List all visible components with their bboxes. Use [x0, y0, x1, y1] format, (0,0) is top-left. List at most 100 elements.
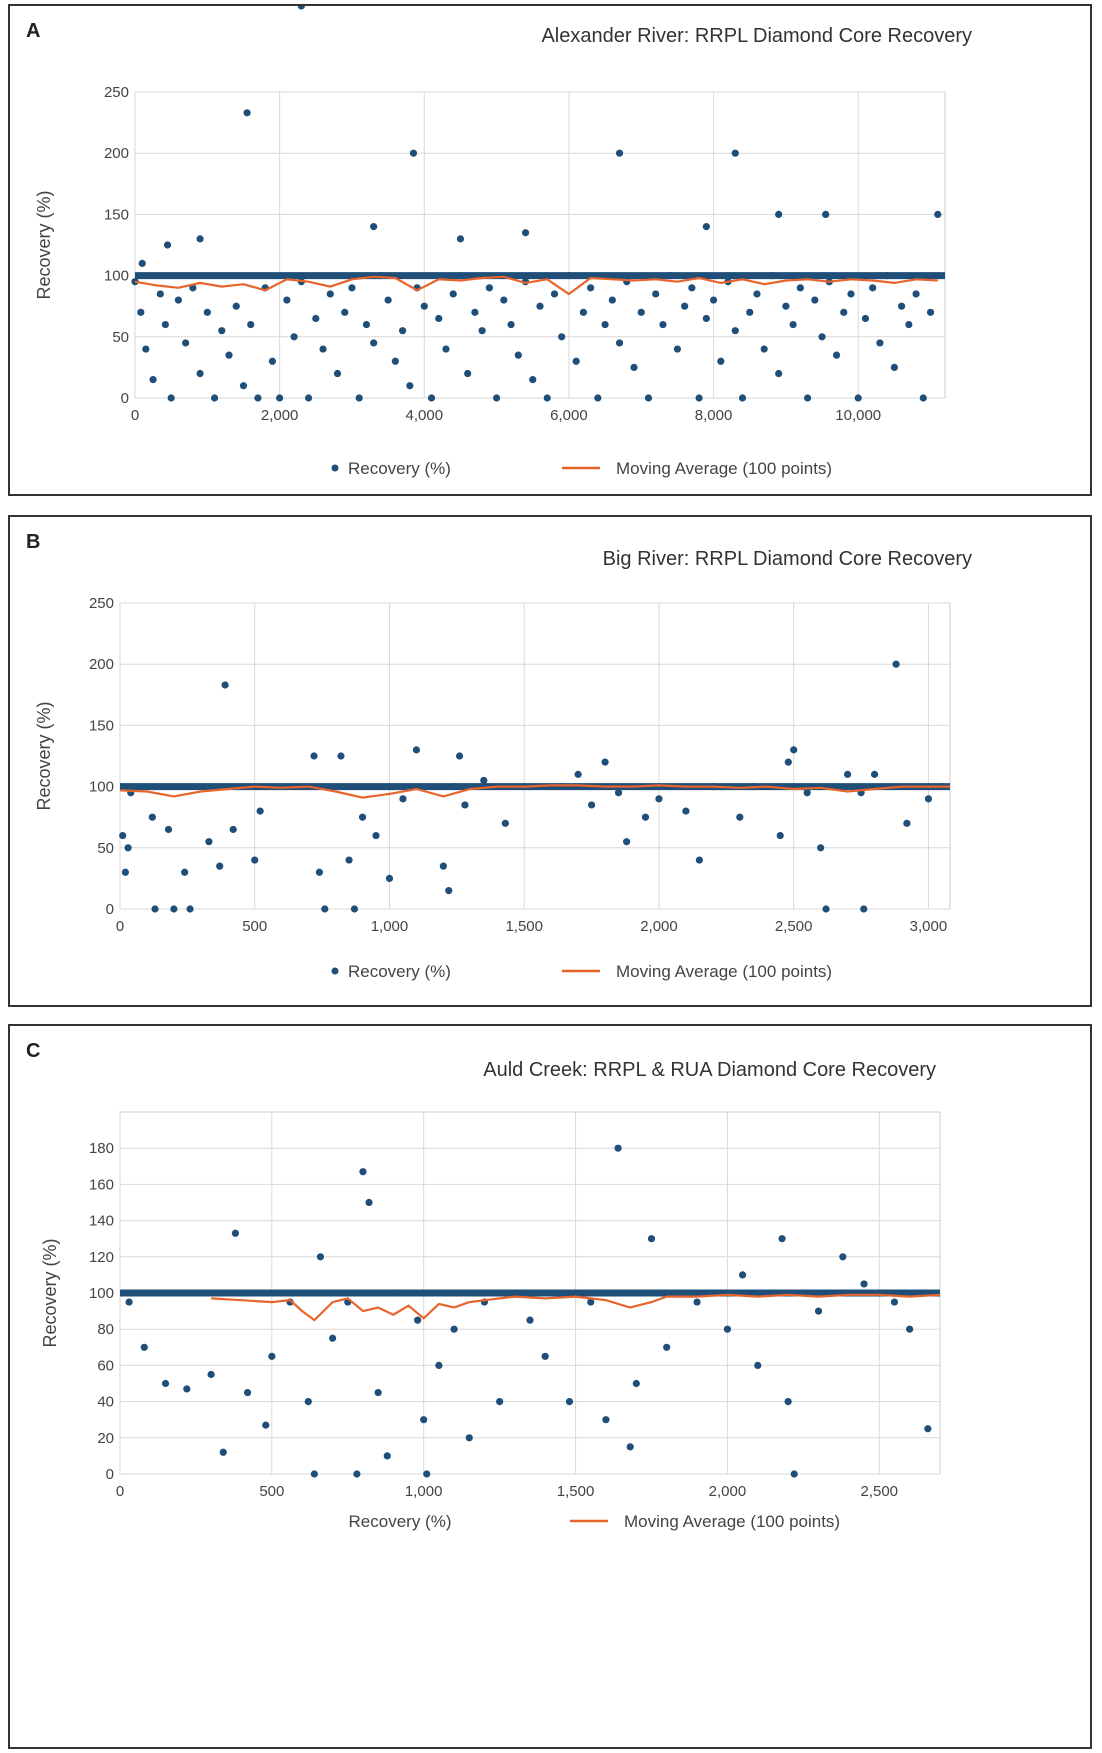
y-tick-label: 200: [89, 656, 114, 673]
recovery-point: [738, 394, 747, 402]
panel-letter: C: [26, 1040, 41, 1062]
recovery-point: [647, 1235, 656, 1243]
recovery-point: [321, 905, 329, 913]
recovery-point: [167, 394, 175, 402]
recovery-point: [151, 905, 159, 913]
chart-title: Auld Creek: RRPL & RUA Diamond Core Reco…: [483, 1059, 936, 1081]
recovery-point: [333, 369, 342, 378]
recovery-point: [196, 369, 204, 378]
recovery-point: [903, 819, 911, 827]
recovery-point: [355, 394, 363, 402]
recovery-point: [254, 394, 262, 402]
recovery-point: [926, 308, 935, 316]
x-tick-label: 1,000: [405, 1483, 443, 1500]
recovery-point: [297, 6, 305, 10]
x-tick-label: 6,000: [550, 407, 588, 424]
recovery-point: [775, 210, 783, 218]
recovery-point: [803, 789, 811, 797]
recovery-point: [409, 149, 418, 157]
legend-marker-recovery: [331, 967, 339, 975]
legend-label-moving-average: Moving Average (100 points): [616, 962, 832, 981]
y-tick-label: 140: [89, 1213, 114, 1230]
x-tick-label: 2,000: [709, 1483, 747, 1500]
recovery-point: [614, 1144, 622, 1152]
recovery-point: [465, 1434, 473, 1442]
y-tick-label: 120: [89, 1249, 114, 1266]
recovery-point: [345, 856, 353, 864]
chart-panel-b: B 0 500 1,000 1,500 2,000 2,500 3,000 0 50 100 150…: [8, 515, 1092, 1007]
recovery-point: [731, 149, 739, 157]
x-tick-label: 500: [259, 1483, 284, 1500]
recovery-point: [803, 394, 812, 402]
recovery-point: [326, 290, 334, 298]
recovery-point: [898, 302, 906, 310]
recovery-point: [822, 210, 830, 218]
recovery-point: [350, 905, 359, 913]
recovery-point: [736, 813, 744, 821]
recovery-point: [702, 314, 710, 323]
recovery-point: [924, 1425, 932, 1433]
recovery-point: [817, 844, 825, 852]
panel-letter: A: [26, 20, 41, 42]
recovery-point: [456, 272, 465, 280]
recovery-point: [906, 1325, 914, 1333]
recovery-point: [869, 284, 877, 292]
recovery-point: [312, 314, 320, 323]
chart-panel-c: C 0 500 1,000 1,500 2,000 2,500 0 20 40 60 80 100 12…: [8, 1024, 1092, 1749]
recovery-point: [427, 394, 436, 402]
recovery-point: [449, 290, 457, 298]
scatter-chart-a: 0 2,000 4,000 6,000 8,000 10,000 0 50 100 150 200 2…: [34, 6, 972, 478]
recovery-point: [919, 394, 927, 402]
recovery-point: [615, 339, 624, 347]
recovery-point: [818, 333, 826, 341]
recovery-point: [782, 302, 790, 310]
recovery-point: [315, 868, 324, 876]
recovery-point: [892, 660, 900, 668]
recovery-point: [822, 905, 830, 913]
recovery-point: [319, 345, 327, 353]
x-tick-label: 8,000: [695, 407, 733, 424]
recovery-point: [630, 363, 638, 371]
recovery-point: [587, 284, 595, 292]
recovery-point: [760, 345, 768, 353]
legend-label-moving-average: Moving Average (100 points): [624, 1512, 840, 1531]
y-axis-title: Recovery (%): [34, 190, 54, 299]
recovery-point: [383, 1452, 391, 1460]
recovery-point: [883, 272, 891, 280]
y-tick-label: 160: [89, 1176, 114, 1193]
recovery-point: [601, 320, 609, 329]
y-tick-label: 20: [97, 1430, 114, 1447]
recovery-point: [843, 770, 852, 778]
recovery-point: [239, 382, 248, 390]
y-tick-label: 50: [97, 840, 114, 857]
recovery-point: [395, 1289, 404, 1297]
recovery-point: [196, 235, 204, 243]
recovery-point: [623, 838, 631, 846]
recovery-point: [790, 746, 798, 754]
recovery-point: [412, 746, 421, 754]
recovery-point: [243, 1388, 252, 1397]
recovery-point: [673, 345, 682, 353]
recovery-point: [125, 1298, 133, 1306]
plot-area: [119, 602, 951, 910]
recovery-point: [688, 284, 696, 292]
recovery-point: [723, 1325, 732, 1333]
recovery-point: [632, 1379, 640, 1388]
recovery-point: [536, 302, 544, 310]
x-tick-label: 2,500: [775, 918, 813, 935]
recovery-point: [121, 868, 129, 876]
recovery-point: [119, 831, 127, 840]
recovery-point: [341, 308, 349, 316]
recovery-point: [840, 308, 848, 316]
recovery-point: [644, 394, 653, 402]
recovery-point: [328, 1334, 337, 1342]
recovery-point: [163, 241, 172, 249]
y-tick-label: 200: [104, 145, 129, 162]
recovery-point: [464, 369, 472, 378]
recovery-point: [860, 1280, 868, 1288]
recovery-point: [423, 1470, 431, 1478]
recovery-point: [754, 1361, 762, 1369]
recovery-point: [558, 333, 566, 341]
recovery-point: [174, 296, 182, 304]
recovery-point: [210, 394, 219, 402]
